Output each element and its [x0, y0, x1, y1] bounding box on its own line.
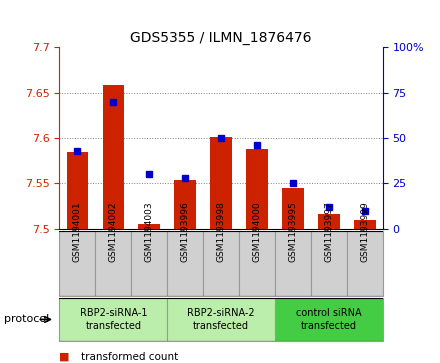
- Bar: [131, 231, 167, 296]
- Bar: [318, 214, 340, 229]
- Text: GSM1193998: GSM1193998: [216, 201, 226, 262]
- Bar: [311, 231, 347, 296]
- Bar: [59, 298, 167, 341]
- Text: GSM1193997: GSM1193997: [324, 201, 334, 262]
- Text: GSM1193995: GSM1193995: [289, 201, 297, 262]
- Text: ■: ■: [59, 352, 70, 362]
- Bar: [103, 85, 124, 229]
- Text: GSM1194002: GSM1194002: [109, 201, 118, 262]
- Bar: [347, 231, 383, 296]
- Bar: [282, 188, 304, 229]
- Text: transformed count: transformed count: [81, 352, 179, 362]
- Text: control siRNA
transfected: control siRNA transfected: [296, 308, 362, 331]
- Bar: [139, 224, 160, 229]
- Text: RBP2-siRNA-2
transfected: RBP2-siRNA-2 transfected: [187, 308, 255, 331]
- Bar: [210, 137, 232, 229]
- Bar: [167, 231, 203, 296]
- Bar: [174, 180, 196, 229]
- Bar: [275, 298, 383, 341]
- Bar: [354, 220, 376, 229]
- Text: GSM1194000: GSM1194000: [253, 201, 261, 262]
- Text: GSM1194003: GSM1194003: [145, 201, 154, 262]
- Bar: [95, 231, 131, 296]
- Bar: [203, 231, 239, 296]
- Bar: [246, 149, 268, 229]
- Text: GSM1194001: GSM1194001: [73, 201, 82, 262]
- Text: GSM1193999: GSM1193999: [360, 201, 369, 262]
- Bar: [59, 231, 95, 296]
- Text: protocol: protocol: [4, 314, 50, 325]
- Text: RBP2-siRNA-1
transfected: RBP2-siRNA-1 transfected: [80, 308, 147, 331]
- Bar: [239, 231, 275, 296]
- Text: GSM1193996: GSM1193996: [181, 201, 190, 262]
- Bar: [66, 151, 88, 229]
- Bar: [275, 231, 311, 296]
- Title: GDS5355 / ILMN_1876476: GDS5355 / ILMN_1876476: [130, 31, 312, 45]
- Bar: [167, 298, 275, 341]
